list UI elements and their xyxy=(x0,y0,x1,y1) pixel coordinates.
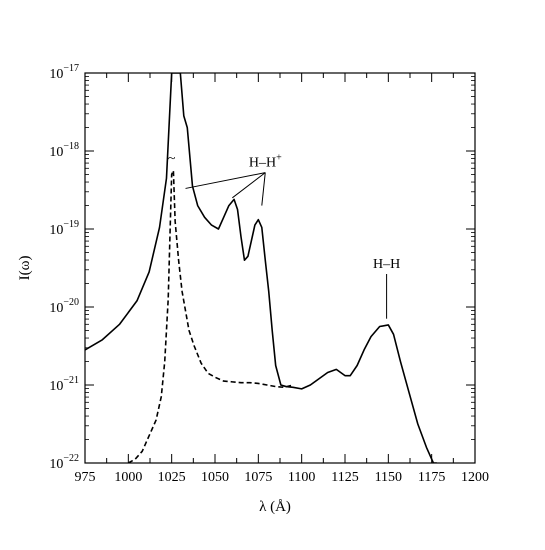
annotation-label: H–H+ xyxy=(249,153,282,171)
x-tick-label: 1175 xyxy=(418,470,445,485)
annotation-leader-line xyxy=(185,172,266,189)
annotation-label: H–H xyxy=(373,257,400,272)
series-line-dashed xyxy=(127,169,294,463)
annotation-leader-line xyxy=(261,172,266,206)
y-tick-label: 10−20 xyxy=(49,297,79,316)
series-line-solid xyxy=(85,73,437,463)
plot-frame xyxy=(84,72,476,464)
y-tick-label: 10−17 xyxy=(49,63,79,82)
annotation-label: ~ xyxy=(168,152,176,167)
y-tick-label: 10−18 xyxy=(49,141,79,160)
x-tick-label: 1200 xyxy=(461,470,489,485)
y-tick-label: 10−21 xyxy=(49,375,79,394)
series-layer xyxy=(85,73,437,463)
x-tick-label: 1050 xyxy=(201,470,229,485)
y-axis-label: I(ω) xyxy=(17,256,33,281)
ticks-layer: 975 1000 1025 1050 1075 1100 1125 1150 1175 1200 1… xyxy=(49,63,489,485)
x-tick-label: 1075 xyxy=(244,470,272,485)
x-tick-label: 1025 xyxy=(158,470,186,485)
x-tick-label: 1150 xyxy=(375,470,402,485)
x-tick-label: 1000 xyxy=(114,470,142,485)
x-tick-label: 975 xyxy=(75,470,96,485)
annotation-layer: H–H+ H–H ~ xyxy=(168,152,400,319)
y-tick-label: 10−19 xyxy=(49,219,79,238)
x-tick-label: 1100 xyxy=(288,470,315,485)
x-axis-label: λ (Å) xyxy=(259,499,291,515)
x-tick-label: 1125 xyxy=(331,470,358,485)
y-tick-label: 10−22 xyxy=(49,453,79,472)
annotation-leader-line xyxy=(232,172,266,199)
